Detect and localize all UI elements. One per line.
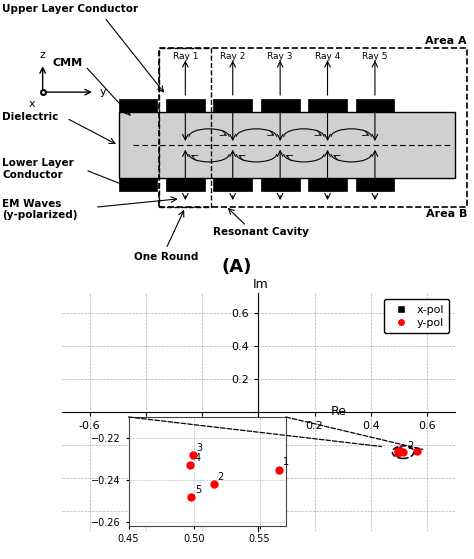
Text: Ray 1: Ray 1 <box>173 52 198 61</box>
Text: Area B: Area B <box>426 209 467 219</box>
Bar <box>261 100 300 112</box>
Bar <box>356 178 394 191</box>
Bar <box>159 48 211 207</box>
Legend: x-pol, y-pol: x-pol, y-pol <box>384 299 449 334</box>
Text: Dielectric: Dielectric <box>2 112 59 122</box>
Text: 2: 2 <box>186 451 192 461</box>
Text: x: x <box>29 100 36 110</box>
Text: CMM: CMM <box>52 58 82 68</box>
Bar <box>213 100 252 112</box>
Text: 4: 4 <box>176 473 182 483</box>
Text: Lower Layer
Conductor: Lower Layer Conductor <box>2 158 74 180</box>
Text: Ray 2: Ray 2 <box>220 52 246 61</box>
Text: One Round: One Round <box>134 252 198 262</box>
Text: 3: 3 <box>197 443 203 453</box>
Text: 1: 1 <box>283 457 289 467</box>
Text: Ray 5: Ray 5 <box>362 52 388 61</box>
Text: Resonant Cavity: Resonant Cavity <box>213 228 309 238</box>
Bar <box>118 112 455 178</box>
Bar <box>308 100 347 112</box>
Text: Area A: Area A <box>425 36 467 46</box>
Text: 3: 3 <box>179 463 185 473</box>
Bar <box>118 100 157 112</box>
Bar <box>118 178 157 191</box>
Text: Im: Im <box>253 278 268 291</box>
Text: EM Waves
(y-polarized): EM Waves (y-polarized) <box>2 198 78 220</box>
Text: 2: 2 <box>218 472 224 482</box>
Bar <box>213 178 252 191</box>
Bar <box>166 100 205 112</box>
Text: Upper Layer Conductor: Upper Layer Conductor <box>2 4 138 15</box>
Text: 5: 5 <box>195 485 201 495</box>
Bar <box>261 178 300 191</box>
Text: Ray 4: Ray 4 <box>315 52 340 61</box>
Bar <box>166 178 205 191</box>
Text: (A): (A) <box>222 258 252 276</box>
Text: z: z <box>40 50 46 60</box>
Bar <box>356 100 394 112</box>
Text: Ray 3: Ray 3 <box>267 52 293 61</box>
Text: 1: 1 <box>200 423 206 433</box>
Text: 4: 4 <box>194 453 200 463</box>
Text: 2: 2 <box>407 442 413 451</box>
Text: y: y <box>100 87 106 97</box>
Text: 5: 5 <box>174 473 181 484</box>
Text: Re: Re <box>331 405 347 418</box>
Bar <box>308 178 347 191</box>
Bar <box>159 48 467 207</box>
